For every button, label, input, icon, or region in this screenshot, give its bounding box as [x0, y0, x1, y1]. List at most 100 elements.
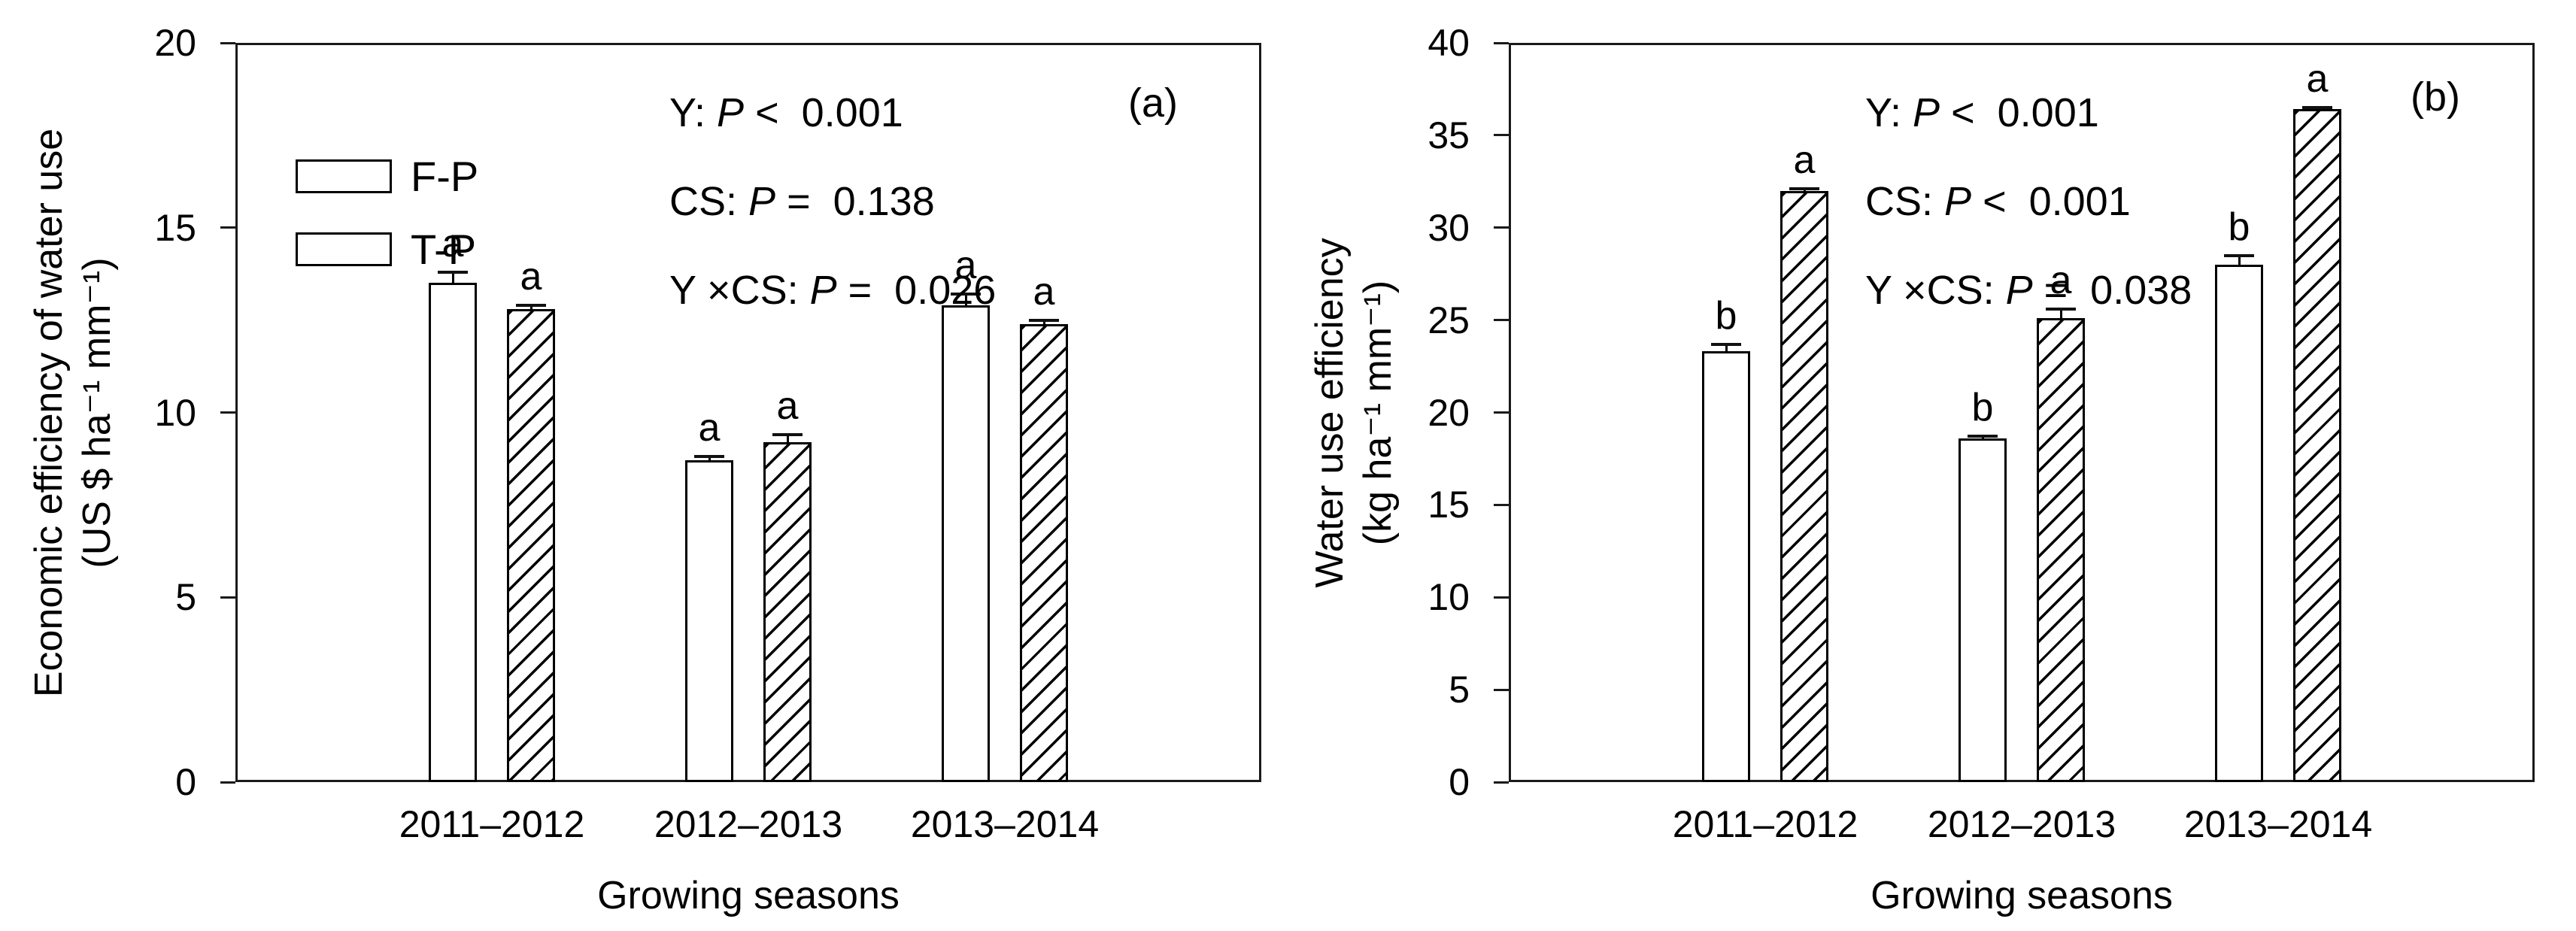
x-axis-title: Growing seasons [597, 874, 900, 917]
stats-annotation-line: Y: P < 0.001 [669, 90, 903, 135]
y-tick-label: 15 [154, 206, 196, 249]
plot-area-b [1509, 43, 2535, 782]
significance-letter: b [2228, 205, 2250, 249]
bar-F-P-2013–2014 [942, 305, 990, 782]
y-axis-title-line: Water use efficiency [1308, 237, 1352, 588]
y-axis-title-line: (kg ha⁻¹ mm⁻¹) [1356, 280, 1400, 545]
stats-annotation-line: CS: P = 0.138 [669, 179, 935, 224]
y-tick-label: 0 [1449, 761, 1470, 803]
error-bar-cap [1968, 435, 1998, 438]
y-tick-mark [1494, 596, 1509, 599]
error-bar-stem [786, 434, 789, 442]
y-tick-label: 0 [175, 761, 196, 803]
error-bar-cap [1029, 318, 1059, 322]
bar-T-P-2013–2014 [1020, 323, 1068, 782]
panel-label-a: (a) [1128, 80, 1178, 126]
p-symbol: P [748, 179, 776, 224]
legend-swatch-hatched [296, 232, 392, 266]
bar-T-P-2011–2012 [1780, 190, 1828, 782]
error-bar-cap [438, 270, 468, 274]
y-axis-title: Economic efficiency of water use (US $ ha… [25, 128, 121, 696]
y-tick-label: 30 [1428, 206, 1470, 249]
plot-area-a [235, 43, 1261, 782]
significance-letter: a [2050, 258, 2072, 302]
y-tick-mark [220, 781, 235, 784]
panel-label-b: (b) [2411, 74, 2460, 120]
significance-letter: a [1793, 138, 1816, 183]
y-tick-label: 5 [1449, 669, 1470, 711]
bar-F-P-2013–2014 [2215, 264, 2263, 782]
y-tick-mark [220, 411, 235, 414]
significance-letter: a [520, 254, 542, 299]
x-tick-label: 2013–2014 [910, 803, 1100, 845]
significance-letter: a [776, 384, 799, 428]
x-tick-label: 2011–2012 [399, 803, 585, 845]
x-tick-label: 2013–2014 [2183, 803, 2373, 845]
y-tick-mark [220, 596, 235, 599]
error-bar-cap [951, 293, 981, 296]
error-bar-cap [516, 303, 546, 307]
error-bar-stem [1042, 320, 1045, 324]
p-symbol: P [717, 90, 745, 135]
error-bar-cap [2224, 253, 2254, 257]
x-tick-label: 2011–2012 [1672, 803, 1858, 845]
error-bar-stem [529, 305, 532, 309]
y-tick-mark [1494, 319, 1509, 322]
p-symbol: P [2005, 268, 2033, 313]
error-bar-cap [694, 455, 724, 459]
significance-letter: b [1971, 386, 1994, 430]
legend-label: T-P [411, 226, 477, 273]
y-tick-label: 5 [175, 576, 196, 619]
p-symbol: P [1913, 90, 1940, 135]
y-axis-title: Water use efficiency (kg ha⁻¹ mm⁻¹) [1306, 238, 1402, 587]
x-tick-label: 2012–2013 [1927, 803, 2116, 845]
y-tick-label: 35 [1428, 114, 1470, 156]
y-tick-label: 25 [1428, 299, 1470, 341]
significance-letter: b [1715, 293, 1737, 338]
y-tick-mark [1494, 688, 1509, 691]
bar-F-P-2012–2013 [1959, 438, 2007, 782]
bar-F-P-2011–2012 [1702, 351, 1750, 782]
p-symbol: P [1944, 179, 1972, 224]
y-tick-label: 20 [1428, 391, 1470, 434]
y-axis-title-line: Economic efficiency of water use [27, 128, 71, 697]
p-symbol: P [809, 268, 837, 313]
error-bar-cap [2302, 106, 2332, 109]
y-tick-mark [1494, 503, 1509, 506]
error-bar-stem [1725, 344, 1728, 352]
stats-annotation-line: CS: P < 0.001 [1865, 179, 2131, 224]
y-tick-mark [1494, 411, 1509, 414]
significance-letter: a [2306, 57, 2329, 101]
error-bar-stem [451, 271, 454, 284]
y-tick-label: 40 [1428, 22, 1470, 64]
y-tick-label: 15 [1428, 484, 1470, 526]
error-bar-cap [772, 432, 803, 436]
error-bar-stem [2059, 308, 2062, 319]
bar-F-P-2011–2012 [429, 283, 477, 782]
significance-letter: a [698, 406, 721, 450]
y-tick-mark [220, 41, 235, 44]
bar-F-P-2012–2013 [685, 460, 733, 782]
error-bar-cap [2046, 307, 2076, 311]
significance-letter: a [1033, 269, 1055, 314]
significance-letter: a [954, 244, 977, 288]
y-tick-mark [220, 226, 235, 229]
x-axis-title: Growing seasons [1871, 874, 2173, 917]
y-tick-label: 10 [154, 391, 196, 434]
y-axis-title-line: (US $ ha⁻¹ mm⁻¹) [75, 256, 119, 569]
error-bar-cap [1789, 187, 1819, 191]
significance-letter: a [441, 221, 464, 265]
legend-label: F-P [411, 153, 479, 200]
stats-annotation-line: Y: P < 0.001 [1865, 90, 2099, 135]
bar-T-P-2012–2013 [763, 441, 812, 782]
bar-T-P-2013–2014 [2293, 109, 2341, 782]
error-bar-stem [2238, 255, 2241, 265]
legend-swatch-open [296, 159, 392, 193]
bar-T-P-2012–2013 [2037, 318, 2085, 782]
error-bar-stem [708, 456, 711, 461]
y-tick-mark [1494, 226, 1509, 229]
y-tick-mark [1494, 134, 1509, 137]
error-bar-stem [964, 294, 967, 305]
stats-annotation-line: Y ×CS: P = 0.038 [1865, 268, 2192, 313]
